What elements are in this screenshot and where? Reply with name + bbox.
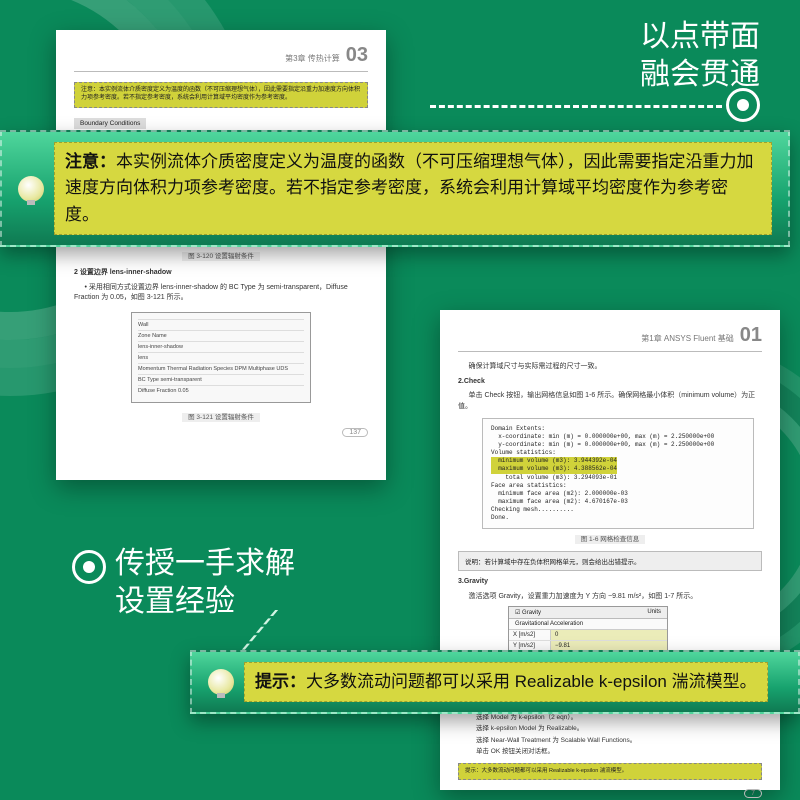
page2-line1: 确保计算域尺寸与实际需过程的尺寸一致。: [458, 362, 762, 373]
page1-pagenum: 137: [74, 429, 368, 436]
bullseye-bottom: [72, 550, 106, 584]
panel-bc: BC Type semi-transparent: [138, 374, 304, 385]
page-right: 第1章 ANSYS Fluent 基础 01 确保计算域尺寸与实际需过程的尺寸一…: [440, 310, 780, 790]
callout-prefix: 提示：: [255, 672, 306, 691]
page2-infobox: 说明：若计算域中存在负体积网格单元，则会给出出错提示。: [458, 551, 762, 571]
panel-row: lens: [138, 352, 304, 363]
page2-caption-1: 图 1-6 网格检查信息: [458, 533, 762, 543]
page1-chapter-text: 第3章 传热计算: [285, 53, 340, 64]
page1-para2-title: 2 设置边界 lens-inner-shadow: [74, 268, 368, 279]
bullet: 选择 Near-Wall Treatment 为 Scalable Wall F…: [476, 735, 762, 746]
page1-para2-body: • 采用相同方式设置边界 lens-inner-shadow 的 BC Type…: [74, 283, 368, 304]
page1-caption-2: 图 3-121 设置辐射条件: [74, 411, 368, 421]
callout-top-text: 注意：本实例流体介质密度定义为温度的函数（不可压缩理想气体），因此需要指定沿重力…: [54, 142, 772, 235]
bc-button: Boundary Conditions: [74, 118, 146, 129]
panel-row: lens-inner-shadow: [138, 341, 304, 352]
page2-mono: Domain Extents: x-coordinate: min (m) = …: [482, 418, 754, 529]
page2-grav-h: 3.Gravity: [458, 577, 762, 588]
page1-chapter-num: 03: [346, 44, 368, 67]
page2-yellow-bottom: 提示：大多数流动问题都可以采用 Realizable k-epsilon 湍流模…: [458, 763, 762, 780]
page2-header: 第1章 ANSYS Fluent 基础 01: [458, 324, 762, 352]
page1-bc-row: Boundary Conditions: [74, 118, 368, 129]
panel-row: Wall: [138, 319, 304, 330]
panel-tabs: Momentum Thermal Radiation Species DPM M…: [138, 363, 304, 374]
lightbulb-icon: [208, 669, 234, 695]
callout-body: 大多数流动问题都可以采用 Realizable k-epsilon 湍流模型。: [306, 672, 757, 691]
page2-chapter-num: 01: [740, 324, 762, 347]
page1-yellow-note: 注意：本实例流体介质密度定义为温度的函数（不可压缩理想气体），因此需要指定沿重力…: [74, 82, 368, 108]
callout-bottom-text: 提示：大多数流动问题都可以采用 Realizable k-epsilon 湍流模…: [244, 662, 768, 702]
panel-df: Diffuse Fraction 0.05: [138, 385, 304, 396]
page2-pagenum: 7: [458, 790, 762, 797]
dashline-top: [430, 105, 722, 108]
bullet: 选择 k-epsilon Model 为 Realizable。: [476, 723, 762, 734]
callout-body: 本实例流体介质密度定义为温度的函数（不可压缩理想气体），因此需要指定沿重力加速度…: [65, 152, 754, 224]
page-left: 第3章 传热计算 03 注意：本实例流体介质密度定义为温度的函数（不可压缩理想气…: [56, 30, 386, 480]
bullseye-top: [726, 88, 760, 122]
page2-bullets: 选择 Model 为 k-epsilon（2 eqn）。 选择 k-epsilo…: [476, 712, 762, 756]
callout-top: 注意：本实例流体介质密度定义为温度的函数（不可压缩理想气体），因此需要指定沿重力…: [0, 130, 790, 247]
panel-row: Zone Name: [138, 330, 304, 341]
tagline-bottom-left: 传授一手求解 设置经验: [115, 545, 295, 620]
callout-bottom: 提示：大多数流动问题都可以采用 Realizable k-epsilon 湍流模…: [190, 650, 800, 714]
bullet: 单击 OK 按钮关闭对话框。: [476, 746, 762, 757]
lightbulb-icon: [18, 176, 44, 202]
tagline-top-right: 以点带面 融会贯通: [640, 18, 760, 93]
page2-chapter-text: 第1章 ANSYS Fluent 基础: [641, 333, 733, 344]
page1-header: 第3章 传热计算 03: [74, 44, 368, 72]
page2-check-body: 单击 Check 按钮，输出网格信息如图 1-6 所示。确保网格最小体积（min…: [458, 391, 762, 412]
page2-grav-body: 激活选项 Gravity，设置重力加速度为 Y 方向 −9.81 m/s²，如图…: [458, 592, 762, 603]
page1-caption-1: 图 3-120 设置辐射条件: [74, 250, 368, 260]
page2-check-h: 2.Check: [458, 377, 762, 388]
page1-panel-2: Wall Zone Name lens-inner-shadow lens Mo…: [131, 312, 311, 403]
callout-prefix: 注意：: [65, 152, 116, 171]
